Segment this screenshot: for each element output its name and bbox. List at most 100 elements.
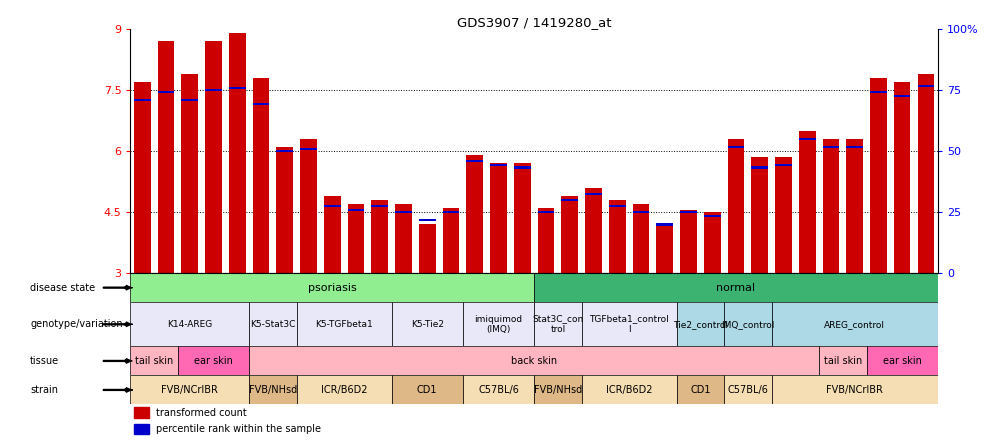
Bar bbox=[253, 78, 270, 273]
Bar bbox=[608, 205, 625, 207]
Bar bbox=[134, 407, 149, 418]
Text: tissue: tissue bbox=[30, 356, 59, 366]
Bar bbox=[277, 147, 293, 273]
Bar bbox=[419, 219, 435, 222]
Bar bbox=[537, 211, 554, 213]
Bar bbox=[655, 223, 672, 226]
Bar bbox=[561, 198, 577, 201]
Bar bbox=[130, 376, 248, 404]
Bar bbox=[534, 273, 937, 302]
Bar bbox=[870, 78, 886, 273]
Bar bbox=[348, 209, 364, 211]
Text: K5-TGFbeta1: K5-TGFbeta1 bbox=[315, 320, 373, 329]
Bar bbox=[917, 74, 933, 273]
Bar bbox=[870, 91, 886, 93]
Bar bbox=[205, 41, 221, 273]
Text: TGFbeta1_control
l: TGFbeta1_control l bbox=[588, 315, 668, 334]
Bar bbox=[798, 131, 815, 273]
Bar bbox=[466, 155, 483, 273]
Text: CD1: CD1 bbox=[689, 385, 709, 395]
Bar bbox=[324, 205, 341, 207]
Bar bbox=[462, 302, 534, 346]
Bar bbox=[277, 150, 293, 152]
Bar bbox=[608, 200, 625, 273]
Bar bbox=[537, 208, 554, 273]
Bar bbox=[134, 424, 149, 434]
Text: ear skin: ear skin bbox=[193, 356, 232, 366]
Bar bbox=[679, 211, 696, 213]
Bar bbox=[679, 210, 696, 273]
Bar bbox=[822, 139, 839, 273]
Bar bbox=[584, 193, 601, 195]
Bar bbox=[866, 346, 937, 376]
Bar bbox=[395, 204, 412, 273]
Text: ICR/B6D2: ICR/B6D2 bbox=[605, 385, 651, 395]
Text: transformed count: transformed count bbox=[156, 408, 246, 417]
Bar bbox=[466, 160, 483, 163]
Text: imiquimod
(IMQ): imiquimod (IMQ) bbox=[474, 315, 522, 334]
Bar bbox=[181, 99, 197, 101]
Bar bbox=[134, 99, 150, 101]
Text: psoriasis: psoriasis bbox=[308, 283, 357, 293]
Bar bbox=[419, 224, 435, 273]
Text: back skin: back skin bbox=[511, 356, 556, 366]
Bar bbox=[771, 376, 937, 404]
Text: tail skin: tail skin bbox=[135, 356, 173, 366]
Text: FVB/NHsd: FVB/NHsd bbox=[248, 385, 297, 395]
Bar bbox=[130, 273, 534, 302]
Bar bbox=[726, 139, 743, 273]
Bar bbox=[723, 376, 771, 404]
Text: percentile rank within the sample: percentile rank within the sample bbox=[156, 424, 321, 434]
Bar bbox=[534, 302, 581, 346]
Bar bbox=[703, 215, 719, 218]
Bar bbox=[676, 302, 723, 346]
Bar bbox=[297, 376, 391, 404]
Bar bbox=[395, 211, 412, 213]
Bar bbox=[462, 376, 534, 404]
Bar bbox=[248, 376, 297, 404]
Bar bbox=[581, 376, 676, 404]
Text: genotype/variation: genotype/variation bbox=[30, 319, 122, 329]
Text: strain: strain bbox=[30, 385, 58, 395]
Bar bbox=[253, 103, 270, 105]
Bar bbox=[561, 196, 577, 273]
Bar bbox=[391, 302, 462, 346]
Bar bbox=[442, 208, 459, 273]
Bar bbox=[157, 41, 174, 273]
Bar bbox=[513, 166, 530, 169]
Bar bbox=[703, 212, 719, 273]
Text: AREG_control: AREG_control bbox=[824, 320, 885, 329]
Bar bbox=[130, 302, 248, 346]
Bar bbox=[917, 85, 933, 87]
Bar bbox=[134, 82, 150, 273]
Bar bbox=[300, 148, 317, 150]
Text: C57BL/6: C57BL/6 bbox=[478, 385, 518, 395]
Bar bbox=[632, 204, 648, 273]
Text: IMQ_control: IMQ_control bbox=[720, 320, 774, 329]
Bar bbox=[300, 139, 317, 273]
Text: K5-Stat3C: K5-Stat3C bbox=[249, 320, 296, 329]
Text: FVB/NHsd: FVB/NHsd bbox=[533, 385, 581, 395]
Bar bbox=[655, 224, 672, 273]
Bar bbox=[157, 91, 174, 93]
Bar bbox=[632, 211, 648, 213]
Bar bbox=[893, 95, 910, 97]
Bar bbox=[798, 138, 815, 140]
Text: normal: normal bbox=[715, 283, 755, 293]
Bar bbox=[893, 82, 910, 273]
Bar bbox=[584, 188, 601, 273]
Bar bbox=[442, 211, 459, 213]
Bar bbox=[297, 302, 391, 346]
Text: Stat3C_con
trol: Stat3C_con trol bbox=[532, 315, 583, 334]
Bar bbox=[819, 346, 866, 376]
Bar bbox=[822, 146, 839, 148]
Bar bbox=[248, 302, 297, 346]
Bar bbox=[726, 146, 743, 148]
Bar bbox=[846, 139, 862, 273]
Bar bbox=[490, 163, 506, 273]
Bar bbox=[181, 74, 197, 273]
Bar bbox=[581, 302, 676, 346]
Text: K14-AREG: K14-AREG bbox=[167, 320, 212, 329]
Bar bbox=[371, 200, 388, 273]
Text: ear skin: ear skin bbox=[882, 356, 921, 366]
